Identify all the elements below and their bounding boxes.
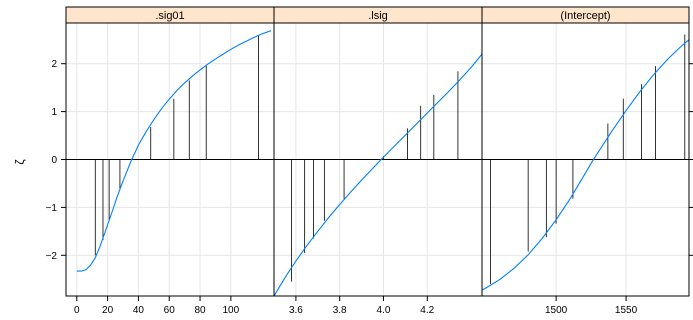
x-axis: 0 20 40 60 80 100 3.6 3.8 4.0 4.2 1500 1550	[74, 296, 638, 316]
panel-1-plot-area	[274, 23, 482, 296]
x-tick-label-0-1: 20	[102, 305, 114, 316]
x-tick-label-2-0: 1500	[545, 305, 568, 316]
x-tick-label-0-3: 60	[164, 305, 176, 316]
panel-0-plot-area	[66, 23, 274, 296]
panel-1: .lsig	[273, 6, 483, 297]
panels-group: .sig01 .lsig (Intercept)	[65, 6, 690, 297]
y-tick-label-1: −1	[46, 203, 58, 214]
strip-label-0: .sig01	[155, 10, 184, 22]
y-tick-label-3: 1	[51, 107, 57, 118]
panel-2-plot-area	[482, 23, 689, 296]
curve-2	[482, 39, 689, 291]
panel-0: .sig01	[65, 6, 275, 297]
x-tick-label-0-2: 40	[133, 305, 145, 316]
y-tick-label-2: 0	[51, 155, 57, 166]
y-axis: −2 −1 0 1 2	[46, 59, 693, 262]
x-tick-label-2-1: 1550	[615, 305, 638, 316]
panel-2: (Intercept)	[481, 6, 690, 297]
x-tick-label-1-0: 3.6	[289, 305, 303, 316]
y-axis-title: ζ	[13, 159, 27, 165]
strip-label-1: .lsig	[368, 10, 388, 22]
curve-0	[76, 30, 272, 272]
x-tick-label-0-4: 80	[194, 305, 206, 316]
x-tick-label-0-0: 0	[74, 305, 80, 316]
x-tick-label-0-5: 100	[223, 305, 240, 316]
x-tick-label-1-1: 3.8	[333, 305, 347, 316]
x-tick-label-1-2: 4.0	[377, 305, 391, 316]
curve-1	[274, 53, 482, 296]
x-tick-label-1-3: 4.2	[420, 305, 434, 316]
y-tick-label-4: 2	[51, 59, 57, 70]
strip-label-2: (Intercept)	[560, 10, 610, 22]
y-tick-label-0: −2	[46, 251, 58, 262]
